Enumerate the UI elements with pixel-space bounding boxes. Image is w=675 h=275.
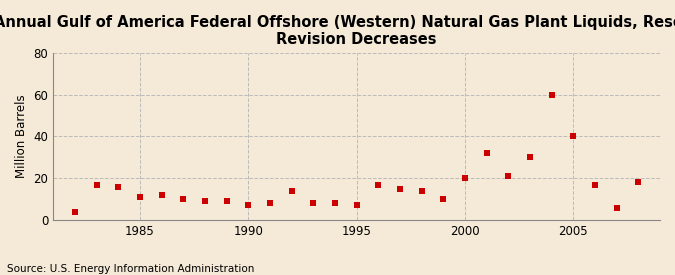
Text: Source: U.S. Energy Information Administration: Source: U.S. Energy Information Administ…: [7, 264, 254, 274]
Y-axis label: Million Barrels: Million Barrels: [15, 95, 28, 178]
Title: Annual Gulf of America Federal Offshore (Western) Natural Gas Plant Liquids, Res: Annual Gulf of America Federal Offshore …: [0, 15, 675, 47]
